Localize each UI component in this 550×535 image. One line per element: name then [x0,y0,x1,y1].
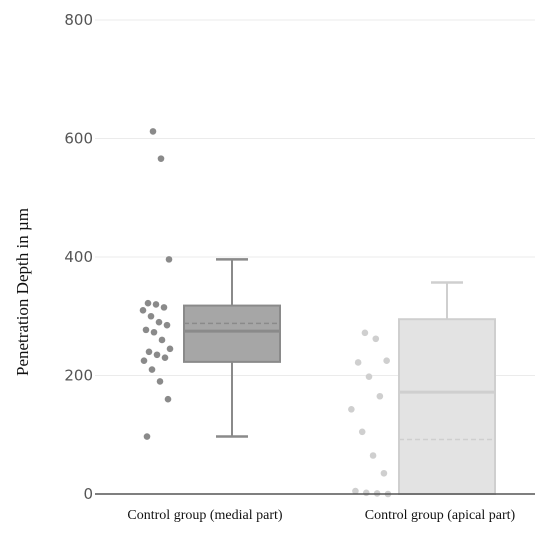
y-tick-label-400: 400 [64,248,93,266]
box-series-2 [348,281,496,498]
x-axis-category-labels: Control group (medial part) Control group… [127,508,515,523]
data-point [155,318,163,326]
data-point [383,357,390,364]
data-point [143,433,151,440]
data-point [149,128,157,135]
data-point [150,328,158,336]
data-point [362,489,370,497]
data-point [372,335,380,343]
data-point [139,307,147,314]
iqr-box [398,318,496,495]
data-point [140,357,148,364]
box-series [139,128,496,498]
data-point [142,326,150,334]
data-point [152,301,160,308]
data-point [153,351,161,359]
data-point [164,395,172,403]
data-point [354,359,362,366]
data-point [144,299,152,307]
data-point [380,469,388,477]
data-point [352,487,359,495]
data-point [156,378,164,385]
y-tick-label-600: 600 [64,130,93,148]
data-point [157,155,165,162]
data-point [369,452,377,459]
data-point [145,348,153,356]
x-category-label-2: Control group (apical part) [365,508,516,523]
data-point [358,428,366,436]
data-point [161,354,169,362]
box-series-1 [139,128,281,440]
data-point [158,336,166,344]
y-axis-title: Penetration Depth in µm [13,208,32,376]
data-point [348,405,355,413]
data-point [166,345,174,353]
data-point [148,366,156,373]
data-point [165,256,173,263]
data-point [163,321,171,329]
y-tick-label-0: 0 [83,485,93,503]
data-point [160,304,168,311]
data-point [365,373,373,380]
y-tick-label-800: 800 [64,11,93,29]
x-category-label-1: Control group (medial part) [127,508,282,523]
iqr-box [183,304,281,363]
y-tick-label-200: 200 [64,367,93,385]
data-point [361,329,369,337]
data-point [376,392,384,400]
data-point [147,312,155,320]
y-axis-tick-labels: 0 200 400 600 800 [64,11,93,503]
